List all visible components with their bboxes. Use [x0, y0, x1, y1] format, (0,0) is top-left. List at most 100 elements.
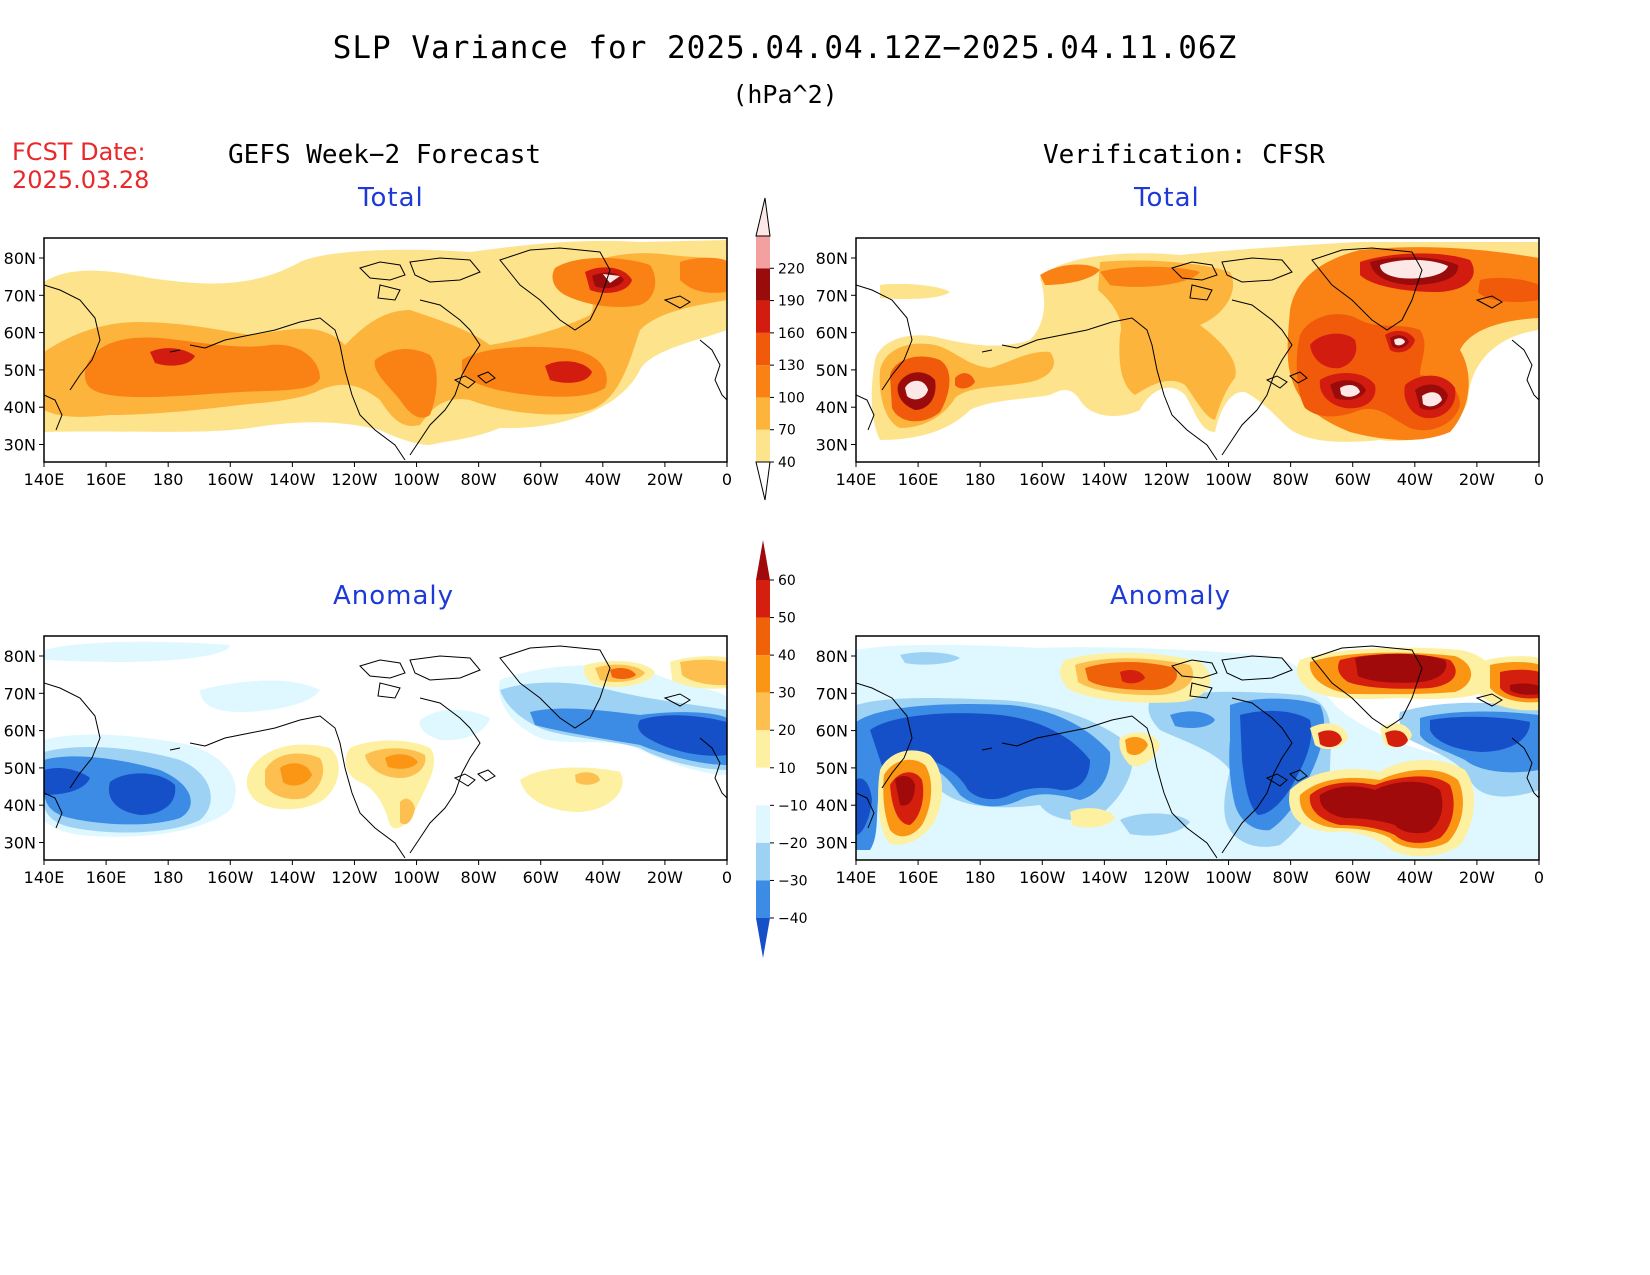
lat-tick-label: 40N [4, 796, 36, 815]
anomaly-colorbar-label: −30 [778, 873, 808, 889]
coastline [1311, 247, 1423, 331]
total-colorbar-label: 190 [778, 294, 805, 310]
anomaly-colorbar-block [756, 767, 770, 806]
left-column-title: GEFS Week−2 Forecast [228, 140, 542, 170]
total-colorbar-block [756, 236, 770, 269]
lat-tick-label: 40N [816, 796, 848, 815]
anomaly-colorbar-block [756, 805, 770, 843]
lat-tick-label: 40N [816, 398, 848, 417]
lat-tick-label: 60N [4, 722, 36, 741]
lat-tick-label: 40N [4, 398, 36, 417]
lon-tick-label: 140E [24, 868, 65, 887]
total-verification-frame [855, 237, 1540, 463]
coastline [453, 773, 476, 787]
coastline [1221, 257, 1293, 283]
lon-tick-label: 20W [1459, 868, 1495, 887]
anomaly-colorbar-block [756, 730, 770, 768]
lon-tick-label: 160E [86, 470, 127, 489]
anomaly-forecast-field [44, 641, 727, 837]
coastline [1265, 773, 1288, 787]
coastline [44, 394, 63, 431]
lon-tick-label: 60W [523, 868, 559, 887]
coastline [169, 747, 181, 751]
lon-tick-label: 0 [722, 868, 732, 887]
coastline [204, 317, 406, 461]
lon-tick-label: 140E [836, 868, 877, 887]
coastline [189, 742, 206, 747]
coastline [856, 394, 875, 431]
coastline [1001, 742, 1018, 747]
lat-tick-label: 50N [4, 361, 36, 380]
coastline [856, 682, 913, 789]
lat-tick-label: 50N [816, 361, 848, 380]
coastline [204, 715, 406, 859]
lon-tick-label: 40W [585, 470, 621, 489]
lat-tick-label: 60N [816, 722, 848, 741]
total-colorbar-label: 130 [778, 358, 805, 374]
coastline [663, 693, 691, 707]
lon-tick-label: 0 [1534, 470, 1544, 489]
panel-title-total-forecast: Total [358, 183, 424, 213]
anomaly-colorbar-block [756, 580, 770, 618]
lat-tick-label: 50N [816, 759, 848, 778]
total-forecast-field [44, 240, 727, 445]
lon-tick-label: 80W [461, 470, 497, 489]
anomaly-colorbar-label: −20 [778, 836, 808, 852]
anomaly-colorbar-label: 20 [778, 723, 796, 739]
lat-tick-label: 30N [4, 436, 36, 455]
coastline [1311, 645, 1423, 729]
total-forecast-frame [43, 237, 728, 463]
anomaly-colorbar-label: 60 [778, 573, 796, 589]
total-colorbar-block [756, 300, 770, 333]
anomaly-verification-frame [855, 635, 1540, 861]
total-forecast-map [44, 240, 727, 445]
coastline [663, 295, 691, 309]
lon-tick-label: 160E [898, 470, 939, 489]
lon-tick-label: 60W [1335, 470, 1371, 489]
lat-tick-label: 60N [4, 324, 36, 343]
coastline [1001, 344, 1018, 349]
lon-tick-label: 100W [393, 868, 440, 887]
coastlines [44, 247, 1539, 859]
coastline [44, 284, 101, 391]
coastline [453, 375, 476, 389]
coastline [477, 371, 496, 384]
fcst-date-label: FCST Date: [12, 138, 146, 166]
coastline [1475, 693, 1503, 707]
total-colorbar-block [756, 365, 770, 398]
anomaly-forecast-frame [43, 635, 728, 861]
lon-tick-label: 160W [1019, 470, 1066, 489]
lon-tick-label: 80W [461, 868, 497, 887]
lon-tick-label: 140E [24, 470, 65, 489]
lon-tick-label: 120W [1143, 470, 1190, 489]
anomaly-colorbar-label: −40 [778, 911, 808, 927]
total-colorbar-lower-extension [755, 461, 771, 501]
coastline [1511, 737, 1539, 799]
coastline [359, 261, 406, 281]
anomaly-colorbar-block [756, 617, 770, 656]
anomaly-verification-map [856, 644, 1539, 860]
total-colorbar-upper-extension [755, 197, 771, 237]
lat-tick-label: 80N [4, 647, 36, 666]
main-title: SLP Variance for 2025.04.04.12Z−2025.04.… [332, 30, 1238, 66]
total-verification-field [871, 242, 1539, 442]
lat-tick-label: 80N [4, 249, 36, 268]
coastline [1171, 659, 1218, 679]
coastline [169, 349, 181, 353]
lon-tick-label: 100W [1205, 470, 1252, 489]
lon-tick-label: 60W [523, 470, 559, 489]
coastline [856, 792, 875, 829]
coastline [1189, 682, 1213, 699]
lon-tick-label: 180 [153, 868, 184, 887]
anomaly-colorbar-label: 40 [778, 648, 796, 664]
lon-tick-label: 160W [207, 868, 254, 887]
lon-tick-label: 140W [1081, 868, 1128, 887]
lon-tick-label: 180 [153, 470, 184, 489]
lon-tick-label: 120W [1143, 868, 1190, 887]
lon-tick-label: 120W [331, 470, 378, 489]
coastline [409, 655, 481, 681]
lon-tick-label: 80W [1273, 470, 1309, 489]
lon-tick-label: 140W [1081, 470, 1128, 489]
lon-tick-label: 0 [722, 470, 732, 489]
